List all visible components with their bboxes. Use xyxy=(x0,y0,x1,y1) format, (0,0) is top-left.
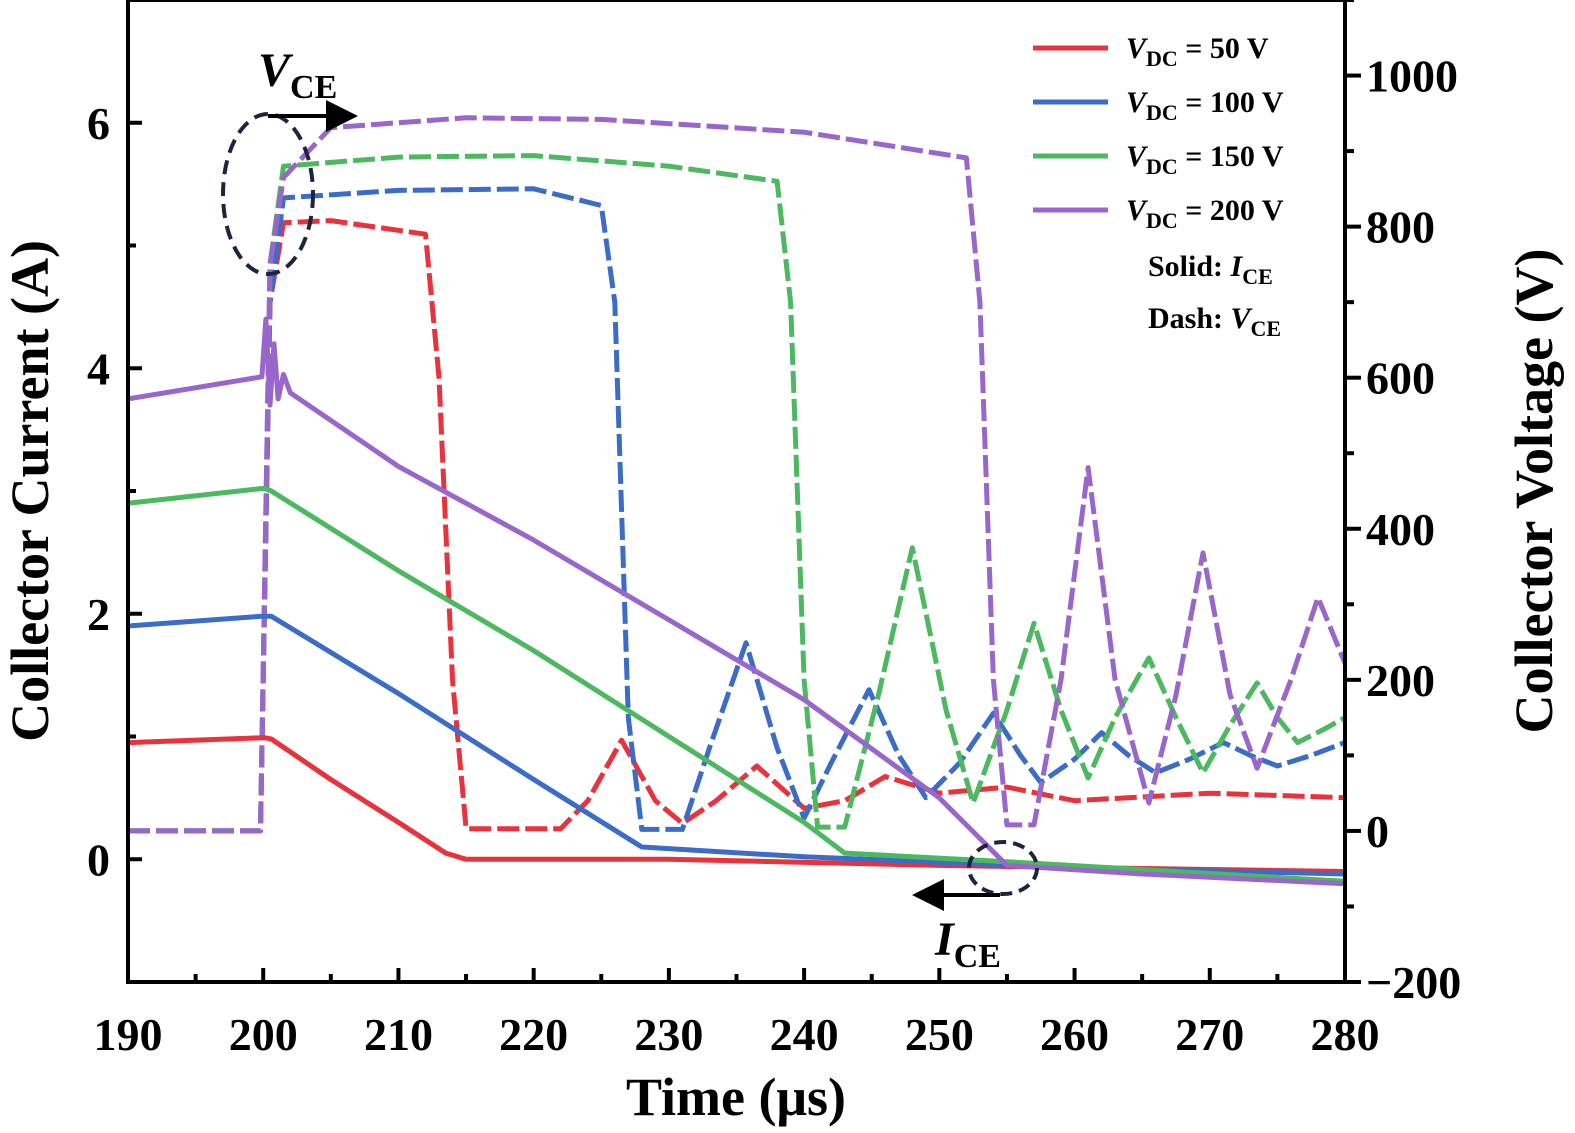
series-line-v-ce-50-v xyxy=(128,218,1345,834)
legend-label-main: V xyxy=(1126,140,1149,173)
legend-label: VDC = 150 V xyxy=(1126,140,1284,179)
dash-sub: CE xyxy=(1251,316,1282,341)
series-line-i-ce-100-v xyxy=(128,613,1345,877)
series-line-v-ce-150-v xyxy=(128,153,1345,834)
legend-label-main: V xyxy=(1126,32,1149,65)
x-tick-label: 270 xyxy=(1175,1009,1244,1060)
dash-main: V xyxy=(1231,302,1254,335)
legend-label-rest: = 50 V xyxy=(1178,32,1269,65)
x-tick-label: 210 xyxy=(364,1009,433,1060)
y-right-tick-label: 600 xyxy=(1366,353,1435,404)
y-left-tick-label: 0 xyxy=(87,834,110,885)
ice-label-main: I xyxy=(934,913,956,966)
x-tick-label: 230 xyxy=(634,1009,703,1060)
y-axis-right-title: Collector Voltage (V) xyxy=(1504,249,1564,734)
legend-label-sub: DC xyxy=(1146,154,1178,179)
y-left-tick-label: 4 xyxy=(87,343,110,394)
vce-annotation: VCE xyxy=(221,44,358,276)
plot-frame xyxy=(126,0,1347,984)
y-right-tick-label: 0 xyxy=(1366,806,1389,857)
x-tick-label: 220 xyxy=(499,1009,568,1060)
ice-annotation: ICE xyxy=(912,840,1039,975)
solid-main: I xyxy=(1230,250,1244,283)
series-line-i-ce-150-v xyxy=(128,486,1345,884)
x-tick-label: 240 xyxy=(770,1009,839,1060)
ice-ellipse xyxy=(967,840,1039,896)
legend-label-sub: DC xyxy=(1146,46,1178,71)
vce-label-main: V xyxy=(258,44,294,97)
series-line-i-ce-200-v xyxy=(128,316,1345,887)
series-line-v-ce-100-v xyxy=(128,186,1345,834)
legend-solid-note: Solid: ICE xyxy=(1148,250,1273,289)
svg-text:VCE: VCE xyxy=(258,44,337,106)
legend-label-main: V xyxy=(1126,86,1149,119)
y-left-tick-label: 6 xyxy=(87,98,110,149)
x-tick-label: 280 xyxy=(1311,1009,1380,1060)
vce-label-sub: CE xyxy=(290,69,337,106)
y-right-tick-label: −200 xyxy=(1366,957,1461,1008)
legend-dash-note: Dash: VCE xyxy=(1148,302,1281,341)
y-left-tick-label: 2 xyxy=(87,589,110,640)
legend-label-sub: DC xyxy=(1146,100,1178,125)
y-axis-left-title: Collector Current (A) xyxy=(0,240,60,742)
legend-label: VDC = 100 V xyxy=(1126,86,1284,125)
legend-label-rest: = 200 V xyxy=(1178,194,1284,227)
solid-prefix: Solid: xyxy=(1148,250,1231,283)
axis-ticks: 190 200 210 220 230 240 250 260 270 280 0 2 4 6 −200 0 2… xyxy=(87,0,1461,1060)
y-right-tick-label: 1000 xyxy=(1366,51,1458,102)
y-right-tick-label: 800 xyxy=(1366,202,1435,253)
svg-text:ICE: ICE xyxy=(934,913,1001,975)
legend-label-rest: = 100 V xyxy=(1178,86,1284,119)
x-tick-label: 260 xyxy=(1040,1009,1109,1060)
x-axis-title: Time (μs) xyxy=(626,1067,846,1127)
series-lines xyxy=(128,115,1345,887)
y-right-tick-label: 400 xyxy=(1366,504,1435,555)
legend-label-rest: = 150 V xyxy=(1178,140,1284,173)
vce-ellipse xyxy=(221,112,315,276)
x-tick-label: 250 xyxy=(905,1009,974,1060)
series-line-v-ce-200-v xyxy=(128,115,1345,834)
legend-label: VDC = 50 V xyxy=(1126,32,1269,71)
x-tick-label: 190 xyxy=(94,1009,163,1060)
dash-prefix: Dash: xyxy=(1148,302,1231,335)
legend-label: VDC = 200 V xyxy=(1126,194,1284,233)
series-line-i-ce-50-v xyxy=(128,735,1345,874)
ice-label-sub: CE xyxy=(954,938,1001,975)
legend-label-main: V xyxy=(1126,194,1149,227)
y-right-tick-label: 200 xyxy=(1366,655,1435,706)
solid-sub: CE xyxy=(1242,264,1273,289)
legend-label-sub: DC xyxy=(1146,208,1178,233)
x-tick-label: 200 xyxy=(229,1009,298,1060)
